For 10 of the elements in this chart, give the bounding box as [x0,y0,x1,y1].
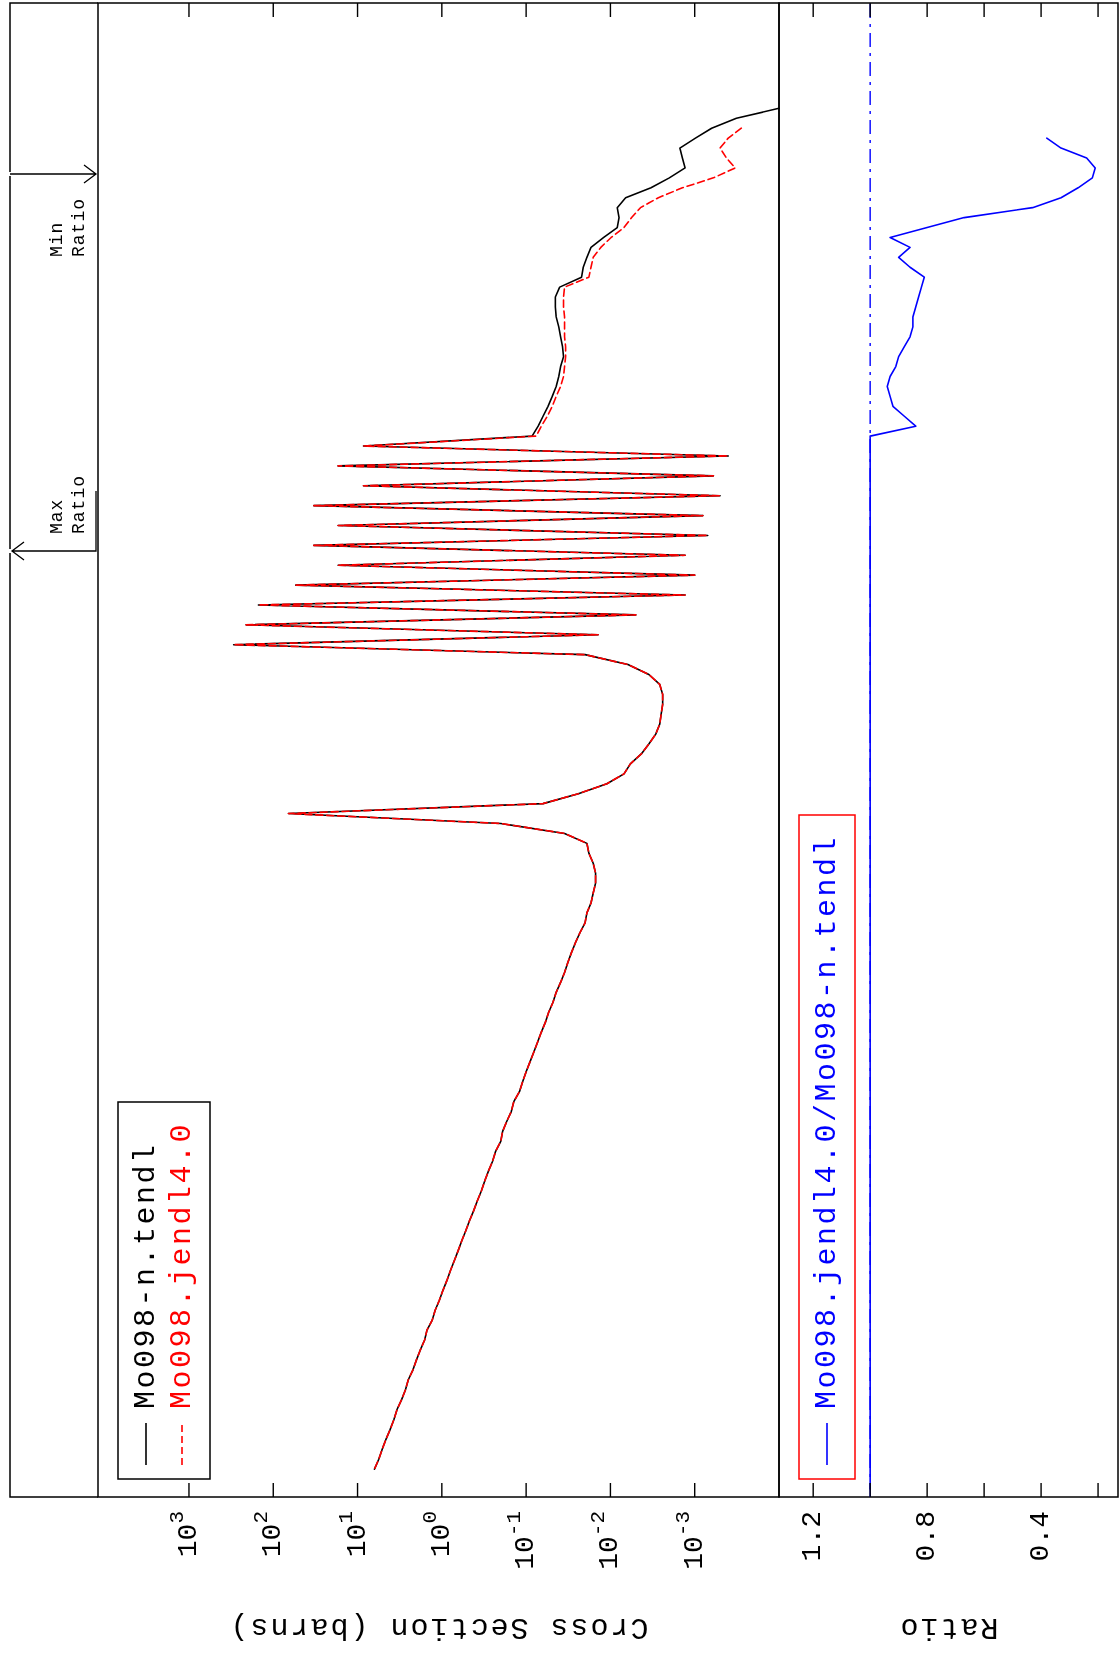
x-axis-title: Ratio [898,1610,999,1645]
x-tick-label: 0.4 [1025,1511,1057,1562]
x-tick-label: 1.2 [797,1511,829,1562]
x-axis-title: Cross Section (barns) [228,1610,649,1645]
text: Min Ratio [47,197,89,257]
text: Mo098.jendl4.0 [164,1121,199,1409]
x-tick-label: 0.8 [911,1511,943,1562]
text: Mo098.jendl4.0/Mo098-n.tendl [809,834,844,1409]
text: Mo098-n.tendl [128,1142,163,1409]
text: Max Ratio [47,474,89,534]
